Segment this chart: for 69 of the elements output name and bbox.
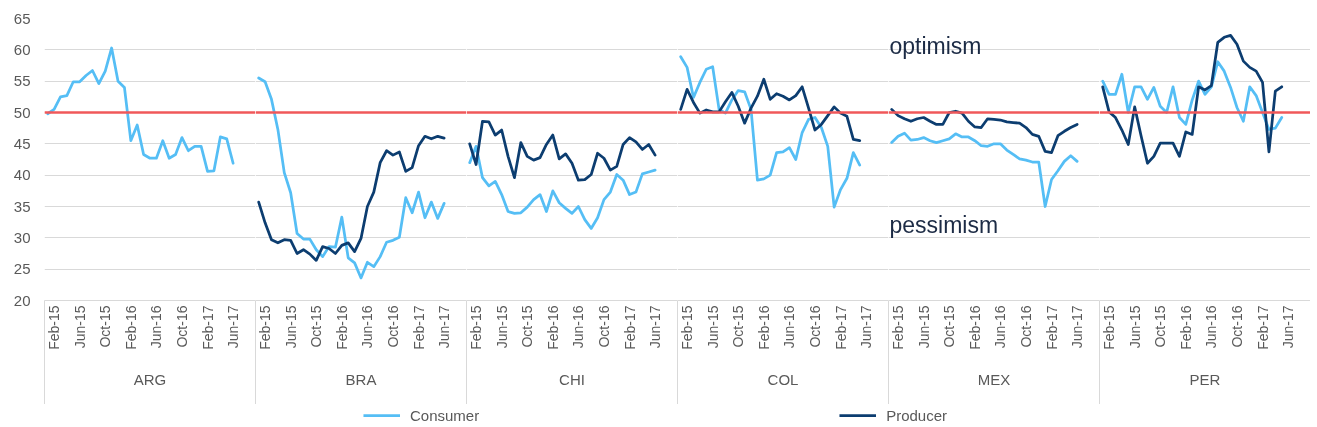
x-tick-label: Feb-16	[1177, 305, 1194, 350]
x-tick-label: Feb-17	[199, 305, 216, 350]
x-tick-label: Oct-16	[806, 305, 823, 348]
y-tick-label: 25	[13, 260, 31, 278]
x-axis-title: CHI	[559, 370, 585, 388]
x-tick-label: Feb-16	[544, 305, 561, 350]
x-tick-label: Feb-16	[966, 305, 983, 350]
x-tick-label: Feb-15	[468, 305, 485, 350]
x-tick-label: Jun-17	[1280, 305, 1297, 349]
x-tick-label: Oct-15	[730, 305, 747, 348]
x-tick-label: Jun-16	[570, 305, 587, 349]
x-tick-label: Feb-16	[755, 305, 772, 350]
y-tick-label: 40	[13, 166, 31, 184]
y-tick-label: 60	[13, 40, 31, 58]
y-tick-label: 45	[13, 134, 31, 152]
x-tick-label: Jun-17	[1069, 305, 1086, 349]
x-tick-label: Oct-15	[308, 305, 325, 348]
x-tick-label: Jun-15	[282, 305, 299, 349]
y-tick-label: 20	[13, 291, 31, 309]
x-tick-label: Jun-16	[148, 305, 165, 349]
line-series	[46, 46, 235, 173]
x-tick-label: Jun-17	[436, 305, 453, 349]
legend-label: Consumer	[409, 406, 480, 424]
x-tick-label: Feb-17	[1043, 305, 1060, 350]
x-tick-label: Feb-15	[257, 305, 274, 350]
x-axis-title: COL	[767, 370, 799, 388]
x-tick-label: Jun-15	[71, 305, 88, 349]
y-tick-label: 55	[13, 72, 31, 90]
x-tick-label: Oct-15	[519, 305, 536, 348]
x-tick-label: Feb-15	[679, 305, 696, 350]
x-axis-title: BRA	[345, 370, 377, 388]
x-tick-label: Oct-16	[1017, 305, 1034, 348]
x-tick-label: Oct-15	[97, 305, 114, 348]
x-axis-title: PER	[1189, 370, 1221, 388]
annotation: pessimism	[889, 211, 999, 238]
x-tick-label: Feb-17	[832, 305, 849, 350]
x-tick-label: Feb-15	[1101, 305, 1118, 350]
y-tick-label: 50	[13, 103, 31, 121]
x-tick-label: Jun-15	[1126, 305, 1143, 349]
y-tick-label: 35	[13, 197, 31, 215]
x-tick-label: Feb-16	[122, 305, 139, 350]
x-tick-label: Oct-16	[384, 305, 401, 348]
x-tick-label: Jun-16	[359, 305, 376, 349]
x-tick-label: Oct-15	[1152, 305, 1169, 348]
x-tick-label: Oct-16	[595, 305, 612, 348]
x-axis-title: MEX	[977, 370, 1011, 388]
x-tick-label: Jun-15	[915, 305, 932, 349]
x-tick-label: Oct-15	[941, 305, 958, 348]
x-tick-label: Jun-16	[781, 305, 798, 349]
x-tick-label: Feb-15	[890, 305, 907, 350]
x-tick-label: Jun-15	[704, 305, 721, 349]
x-tick-label: Jun-15	[493, 305, 510, 349]
x-tick-label: Jun-17	[858, 305, 875, 349]
x-tick-label: Feb-16	[333, 305, 350, 350]
x-tick-label: Feb-15	[46, 305, 63, 350]
x-axis-title: ARG	[133, 370, 167, 388]
legend-label: Producer	[886, 406, 948, 424]
x-tick-label: Oct-16	[173, 305, 190, 348]
x-tick-label: Feb-17	[410, 305, 427, 350]
annotation: optimism	[889, 32, 982, 59]
y-tick-label: 65	[13, 9, 31, 27]
x-tick-label: Oct-16	[1228, 305, 1245, 348]
y-tick-label: 30	[13, 228, 31, 246]
x-tick-label: Feb-17	[1254, 305, 1271, 350]
x-tick-label: Jun-17	[225, 305, 242, 349]
x-tick-label: Jun-16	[1203, 305, 1220, 349]
x-tick-label: Jun-16	[992, 305, 1009, 349]
x-tick-label: Jun-17	[647, 305, 664, 349]
x-tick-label: Feb-17	[621, 305, 638, 350]
